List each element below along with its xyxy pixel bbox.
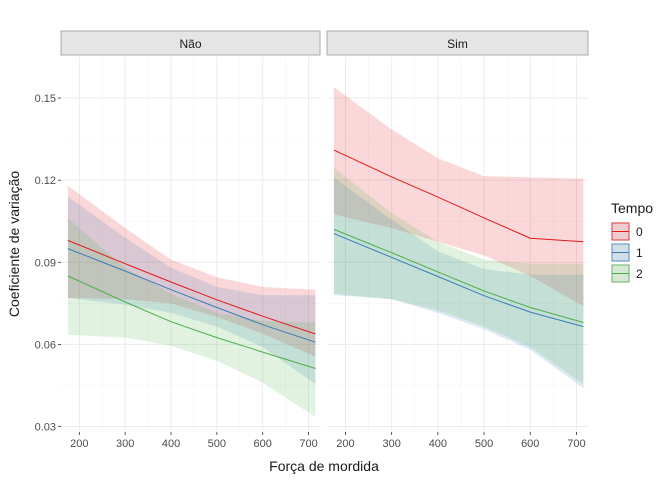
series-line-2: [333, 228, 584, 323]
series-line-1: [333, 233, 584, 328]
panel-2: Sim: [326, 30, 589, 432]
legend-label: 2: [636, 267, 643, 281]
confidence-band-0: [67, 185, 316, 357]
series-line-0: [333, 149, 584, 243]
x-tick-label: 300: [116, 438, 134, 450]
x-tick-label: 500: [208, 438, 226, 450]
series-line-2: [67, 275, 316, 369]
series-line-0: [67, 239, 316, 335]
x-tick-label: 500: [475, 438, 493, 450]
legend-item-1: 1: [611, 243, 643, 262]
x-tick-label: 700: [299, 438, 317, 450]
panels: Não Sim: [60, 30, 589, 432]
facet-label: Não: [179, 37, 201, 51]
legend: Tempo 0 1 2: [611, 200, 653, 283]
y-tick-label: 0.15: [35, 93, 56, 105]
x-tick-label: 200: [70, 438, 88, 450]
confidence-band-2: [333, 167, 584, 385]
facet-strip: [326, 30, 589, 56]
x-tick-label: 600: [254, 438, 272, 450]
y-tick-label: 0.06: [35, 339, 56, 351]
confidence-band-0: [333, 87, 584, 307]
legend-label: 0: [636, 225, 643, 239]
series-line-1: [67, 248, 316, 343]
facet-strip: [60, 30, 321, 56]
x-axis-title: Força de mordida: [269, 458, 379, 474]
legend-title: Tempo: [611, 200, 653, 216]
legend-item-2: 2: [611, 264, 643, 283]
y-tick-label: 0.03: [35, 422, 56, 434]
x-tick-label: 600: [521, 438, 539, 450]
x-tick-label: 400: [429, 438, 447, 450]
axes: 200 300 400 500 600 700 200 300 400 500 600 700 0.03…: [35, 93, 586, 450]
confidence-band-1: [333, 177, 584, 389]
panel-1: Não: [60, 30, 321, 432]
y-tick-label: 0.12: [35, 175, 56, 187]
x-tick-label: 700: [567, 438, 585, 450]
confidence-band-2: [67, 218, 316, 417]
y-axis-title: Coeficiente de variação: [6, 171, 22, 318]
x-tick-label: 200: [336, 438, 354, 450]
x-tick-label: 300: [382, 438, 400, 450]
legend-item-0: 0: [611, 222, 643, 241]
x-tick-label: 400: [162, 438, 180, 450]
legend-label: 1: [636, 246, 643, 260]
facet-label: Sim: [447, 37, 468, 51]
y-tick-label: 0.09: [35, 257, 56, 269]
